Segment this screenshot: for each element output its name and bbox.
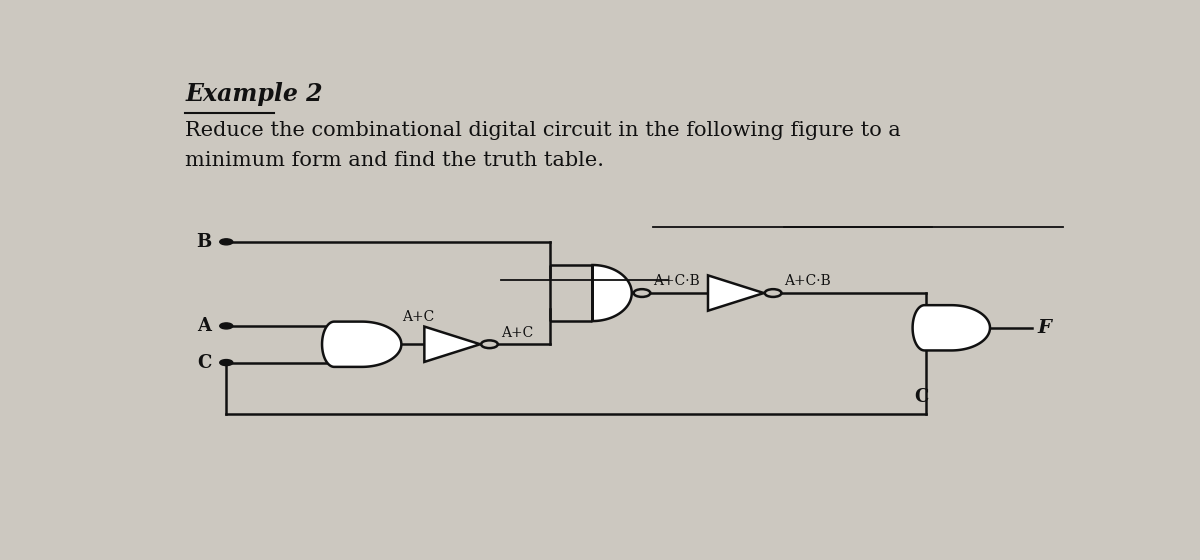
Text: F: F xyxy=(1037,319,1051,337)
Polygon shape xyxy=(593,265,631,321)
Circle shape xyxy=(764,289,781,297)
Text: Reduce the combinational digital circuit in the following figure to a: Reduce the combinational digital circuit… xyxy=(185,121,901,140)
Text: A+C: A+C xyxy=(500,326,533,340)
Text: B: B xyxy=(197,233,211,251)
Text: Example 2: Example 2 xyxy=(185,82,323,106)
Polygon shape xyxy=(913,305,990,351)
Polygon shape xyxy=(425,326,480,362)
Circle shape xyxy=(634,289,650,297)
Text: A+C·B: A+C·B xyxy=(785,274,832,288)
Text: A: A xyxy=(197,317,211,335)
Circle shape xyxy=(220,323,233,329)
Circle shape xyxy=(220,239,233,245)
Polygon shape xyxy=(322,321,401,367)
Circle shape xyxy=(220,360,233,366)
Circle shape xyxy=(481,340,498,348)
Text: A+C·B: A+C·B xyxy=(653,274,700,288)
Text: C: C xyxy=(197,353,211,372)
Text: A+C: A+C xyxy=(402,310,434,324)
Text: C: C xyxy=(914,388,929,405)
Text: minimum form and find the truth table.: minimum form and find the truth table. xyxy=(185,151,605,170)
Polygon shape xyxy=(708,276,763,311)
